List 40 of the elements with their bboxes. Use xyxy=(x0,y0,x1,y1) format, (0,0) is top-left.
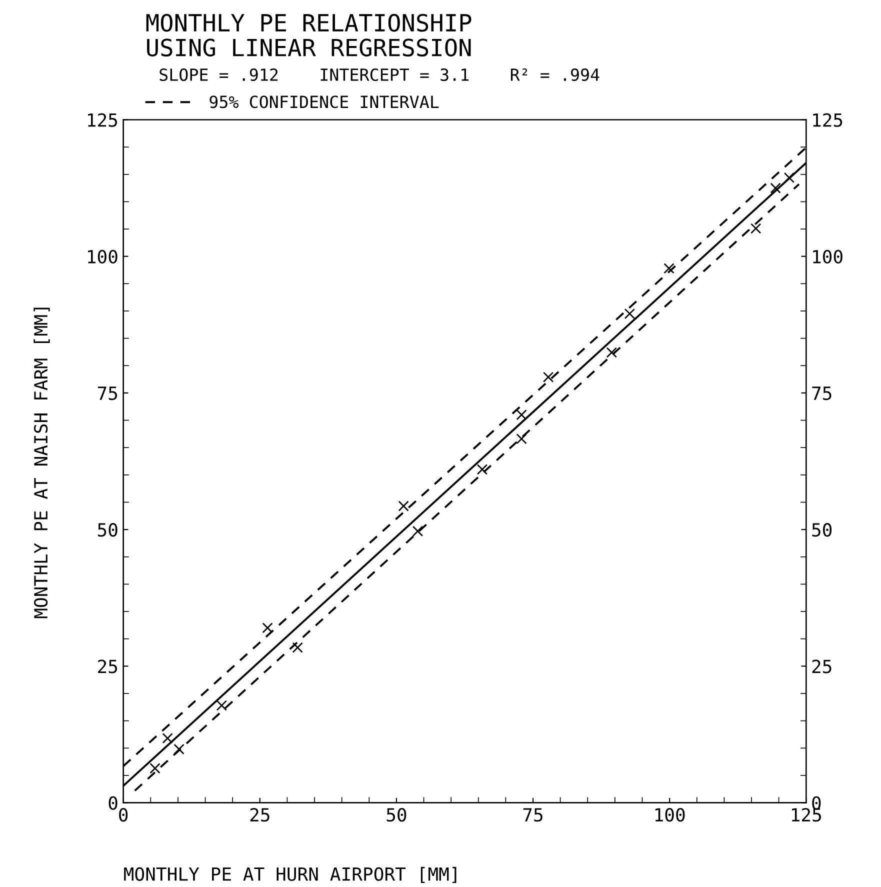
point xyxy=(150,762,160,774)
point xyxy=(516,433,527,444)
y2-tick-label: 25 xyxy=(812,660,832,674)
y-tick-label: 75 xyxy=(98,386,118,400)
y-tick-label: 125 xyxy=(88,113,118,127)
x-tick-label: 75 xyxy=(523,808,542,822)
point xyxy=(292,642,303,653)
y-tick-label: 25 xyxy=(98,660,118,674)
legend-label: 95% CONFIDENCE INTERVAL xyxy=(210,96,439,108)
point xyxy=(262,622,273,634)
y-axis-title: MONTHLY PE AT NAISH FARM [MM] xyxy=(34,308,50,618)
x-tick-label: 100 xyxy=(655,808,685,822)
x-axis-title: MONTHLY PE AT HURN AIRPORT [MM] xyxy=(124,866,456,884)
y2-tick-label: 75 xyxy=(812,386,832,400)
x-tick-label: 25 xyxy=(250,808,270,822)
y-tick-label: 100 xyxy=(88,250,118,264)
point xyxy=(770,182,781,194)
x-tick-label: 125 xyxy=(792,808,821,822)
point xyxy=(542,372,554,382)
y-tick-label: 0 xyxy=(108,796,118,810)
point xyxy=(784,172,795,184)
point xyxy=(412,526,424,537)
point xyxy=(162,732,173,744)
point xyxy=(606,347,618,358)
y-tick-label: 50 xyxy=(98,523,118,537)
point xyxy=(398,500,409,512)
point xyxy=(664,263,674,274)
x-tick-label: 50 xyxy=(386,808,406,822)
point xyxy=(476,464,488,475)
y2-tick-label: 125 xyxy=(813,113,842,127)
point xyxy=(516,409,527,420)
point xyxy=(216,700,228,711)
point xyxy=(624,308,636,320)
point xyxy=(750,223,762,234)
y2-tick-label: 100 xyxy=(813,250,842,264)
chart-title: MONTHLY PE RELATIONSHIP USING LINEAR REGRESSION xyxy=(146,14,472,56)
point xyxy=(174,744,184,755)
y2-tick-label: 50 xyxy=(812,523,832,537)
chart-subtitle: SLOPE = .912 INTERCEPT = 3.1 R² = .994 xyxy=(160,68,600,82)
x-tick-label: 0 xyxy=(119,808,128,822)
